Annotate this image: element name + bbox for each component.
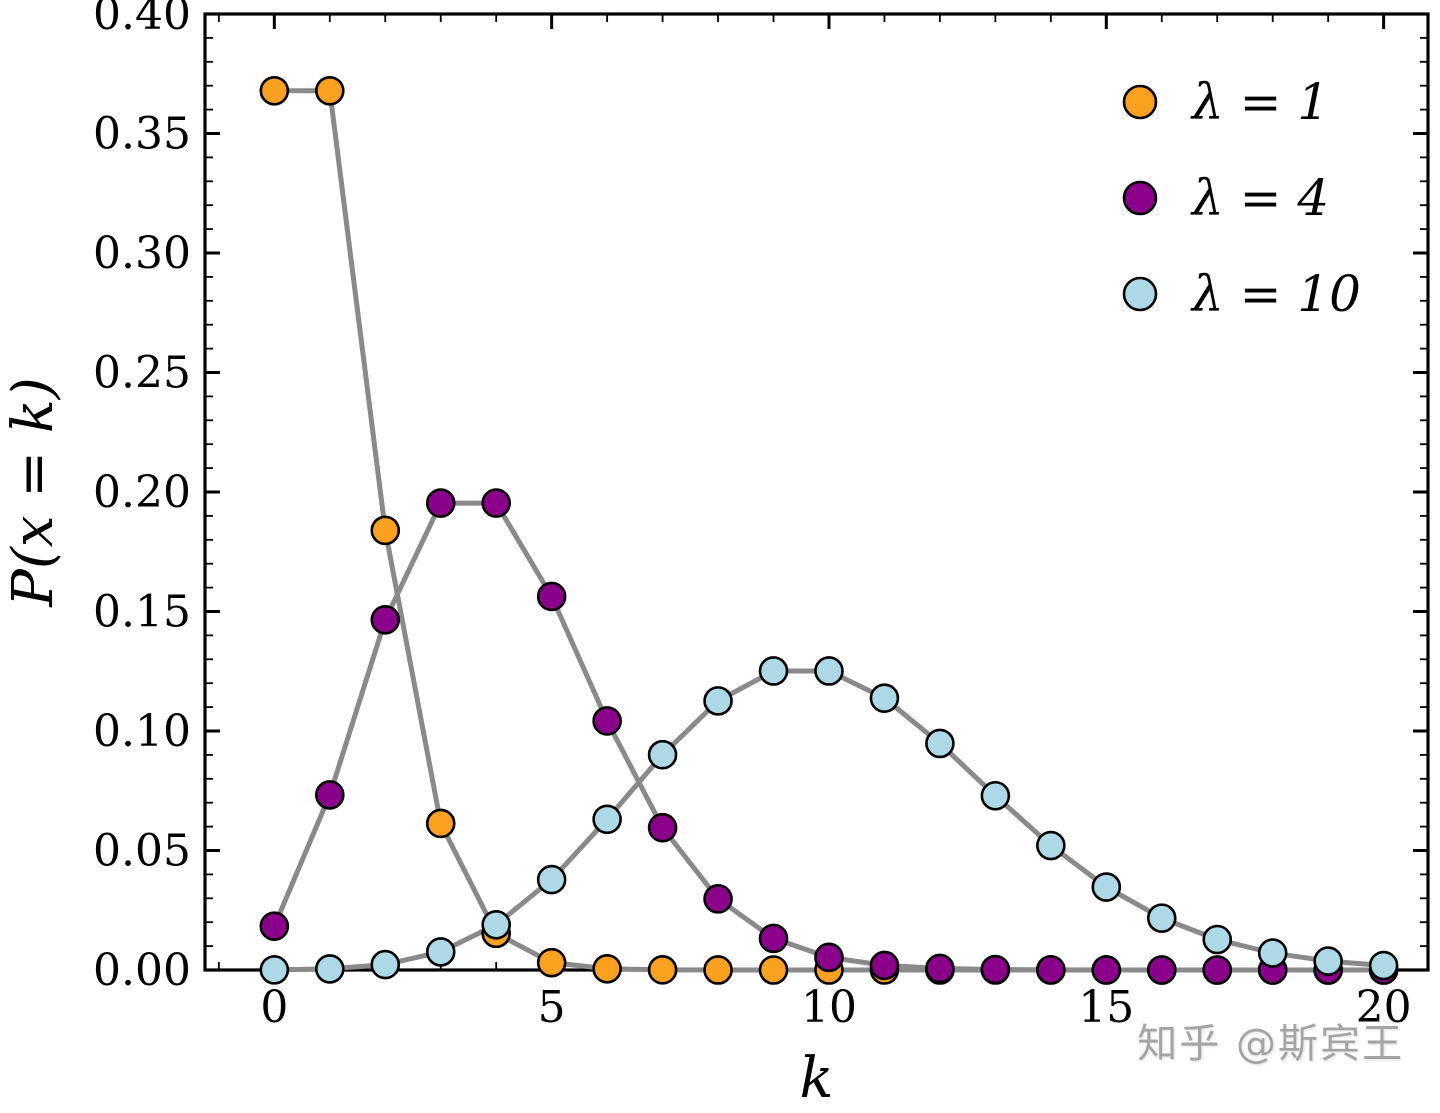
y-tick-label: 0.00 (93, 945, 191, 996)
data-point (925, 953, 955, 984)
data-point (592, 804, 622, 835)
y-tick-label: 0.05 (93, 826, 191, 877)
data-point (259, 75, 290, 106)
data-point (1202, 924, 1233, 955)
y-tick-label: 0.25 (93, 348, 191, 399)
legend-marker-1 (1122, 180, 1158, 216)
data-point (536, 581, 567, 612)
data-point (703, 884, 733, 914)
data-point (592, 706, 622, 736)
legend-label-0: λ = 1 (1190, 73, 1329, 131)
data-point (925, 728, 955, 759)
data-point (1313, 946, 1343, 976)
data-point (1368, 950, 1399, 981)
data-point (370, 515, 401, 546)
data-point (647, 812, 678, 843)
data-point (980, 780, 1011, 811)
x-tick-label: 0 (260, 982, 288, 1033)
data-point (647, 955, 678, 985)
legend: λ = 1 λ = 4 λ = 10 (1122, 73, 1361, 323)
data-point (425, 937, 456, 967)
data-point (814, 942, 844, 973)
data-point (592, 953, 622, 984)
data-point (370, 604, 401, 635)
y-tick-label: 0.10 (93, 706, 191, 757)
series-markers-2 (259, 656, 1399, 985)
y-tick-label: 0.40 (93, 0, 191, 40)
data-point (259, 911, 290, 942)
y-tick-label: 0.35 (93, 109, 191, 160)
x-tick-label: 10 (801, 982, 857, 1033)
x-tick-label: 20 (1356, 982, 1412, 1033)
data-point (370, 949, 401, 980)
y-tick-label: 0.30 (93, 228, 191, 279)
y-tick-label: 0.15 (93, 587, 191, 638)
data-point (314, 954, 345, 984)
data-point (703, 686, 733, 716)
x-tick-label: 15 (1078, 982, 1134, 1033)
data-point (1091, 955, 1122, 985)
data-point (536, 947, 567, 978)
data-point (481, 488, 511, 518)
data-point (1257, 938, 1288, 968)
data-point (259, 955, 290, 985)
legend-label-2: λ = 10 (1190, 265, 1361, 323)
legend-marker-2 (1122, 276, 1158, 312)
y-tick-label: 0.20 (93, 467, 191, 518)
data-point (1036, 830, 1066, 861)
data-point (536, 864, 567, 895)
data-point (758, 656, 789, 686)
data-point (425, 808, 456, 839)
data-point (647, 739, 678, 770)
data-point (1146, 903, 1177, 933)
data-point (1202, 955, 1233, 985)
data-point (869, 683, 900, 713)
data-point (814, 656, 844, 686)
data-point (703, 955, 733, 985)
legend-label-1: λ = 4 (1190, 169, 1329, 227)
y-axis-label: P(x = k) (1, 377, 66, 607)
data-point (1146, 955, 1177, 985)
data-point (980, 954, 1011, 985)
data-point (481, 909, 511, 940)
data-point (1091, 872, 1122, 902)
data-point (314, 780, 345, 810)
data-point (425, 488, 456, 518)
x-tick-label: 5 (538, 982, 566, 1033)
legend-marker-0 (1122, 84, 1158, 120)
data-point (758, 923, 789, 954)
data-point (869, 950, 900, 981)
data-point (314, 75, 345, 106)
data-point (1036, 955, 1066, 985)
x-axis-label: k (800, 1046, 834, 1111)
data-point (758, 955, 789, 985)
